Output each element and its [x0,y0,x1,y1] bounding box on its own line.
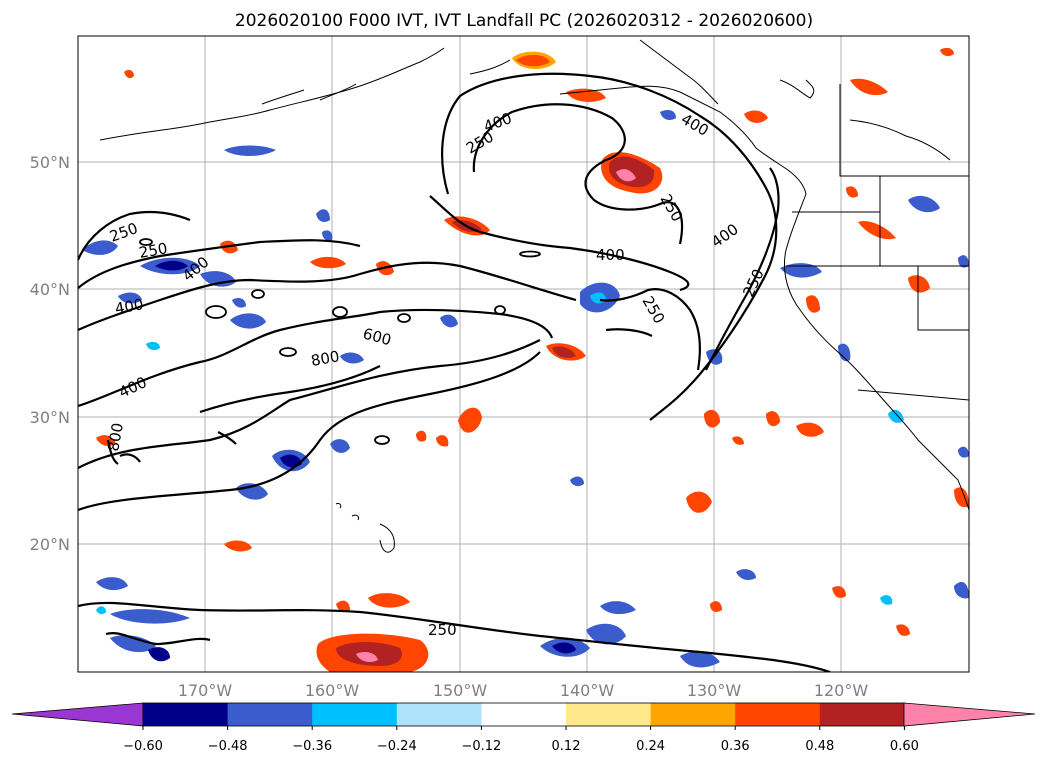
contour-label: 400 [596,246,625,264]
colorbar-cell [227,703,313,726]
colorbar-cell [481,703,567,726]
colorbar-extend-low [11,702,144,727]
colorbar-tick-label: −0.48 [208,739,248,754]
lon-label: 150°W [433,681,488,700]
longitude-labels: 170°W 160°W 150°W 140°W 130°W 120°W [178,681,869,700]
colorbar-tick-label: −0.12 [461,739,501,754]
lon-label: 160°W [305,681,360,700]
lat-label: 40°N [30,280,70,299]
colorbar-cell [735,703,821,726]
map-panel: 250 400 400 250 400 250 400 400 250 250 … [77,35,970,673]
colorbar-tick-label: 0.60 [890,739,919,754]
colorbar-cell [312,703,398,726]
lon-label: 170°W [178,681,233,700]
colorbar-tick-label: −0.36 [292,739,332,754]
lat-label: 20°N [30,535,70,554]
map-background [78,36,969,672]
colorbar-cell [566,703,652,726]
contour-label: 400 [114,295,145,318]
colorbar: −0.60 −0.48 −0.36 −0.24 −0.12 0.12 0.24 0.36 0.4… [11,702,1036,754]
lon-label: 120°W [814,681,869,700]
colorbar-cell [143,703,229,726]
contour-label: 250 [138,239,169,262]
colorbar-cell [650,703,736,726]
ivt-contour-labels: 250 400 400 250 400 250 400 400 250 250 … [104,109,768,639]
contour-label: 800 [104,421,127,452]
colorbar-tick-label: 0.36 [721,739,750,754]
lon-label: 130°W [687,681,742,700]
colorbar-tick-label: 0.48 [805,739,834,754]
colorbar-cell [396,703,482,726]
latitude-labels: 50°N 40°N 30°N 20°N [30,153,70,554]
colorbar-tick-label: −0.24 [377,739,417,754]
coastlines [99,39,969,553]
lat-label: 30°N [30,408,70,427]
lon-label: 140°W [560,681,615,700]
colorbar-tick-label: 0.12 [552,739,581,754]
figure-title: 2026020100 F000 IVT, IVT Landfall PC (20… [235,11,813,31]
map-frame [77,35,970,673]
contour-label: 250 [428,621,457,639]
colorbar-tick-label: 0.24 [636,739,665,754]
lat-label: 50°N [30,153,70,172]
colorbar-tick-label: −0.60 [123,739,163,754]
colorbar-cell [819,703,905,726]
contour-label: 800 [310,347,341,370]
pc-positive-patches [96,47,969,672]
colorbar-extend-high [903,702,1036,727]
ivt-contour-rings [139,238,541,445]
